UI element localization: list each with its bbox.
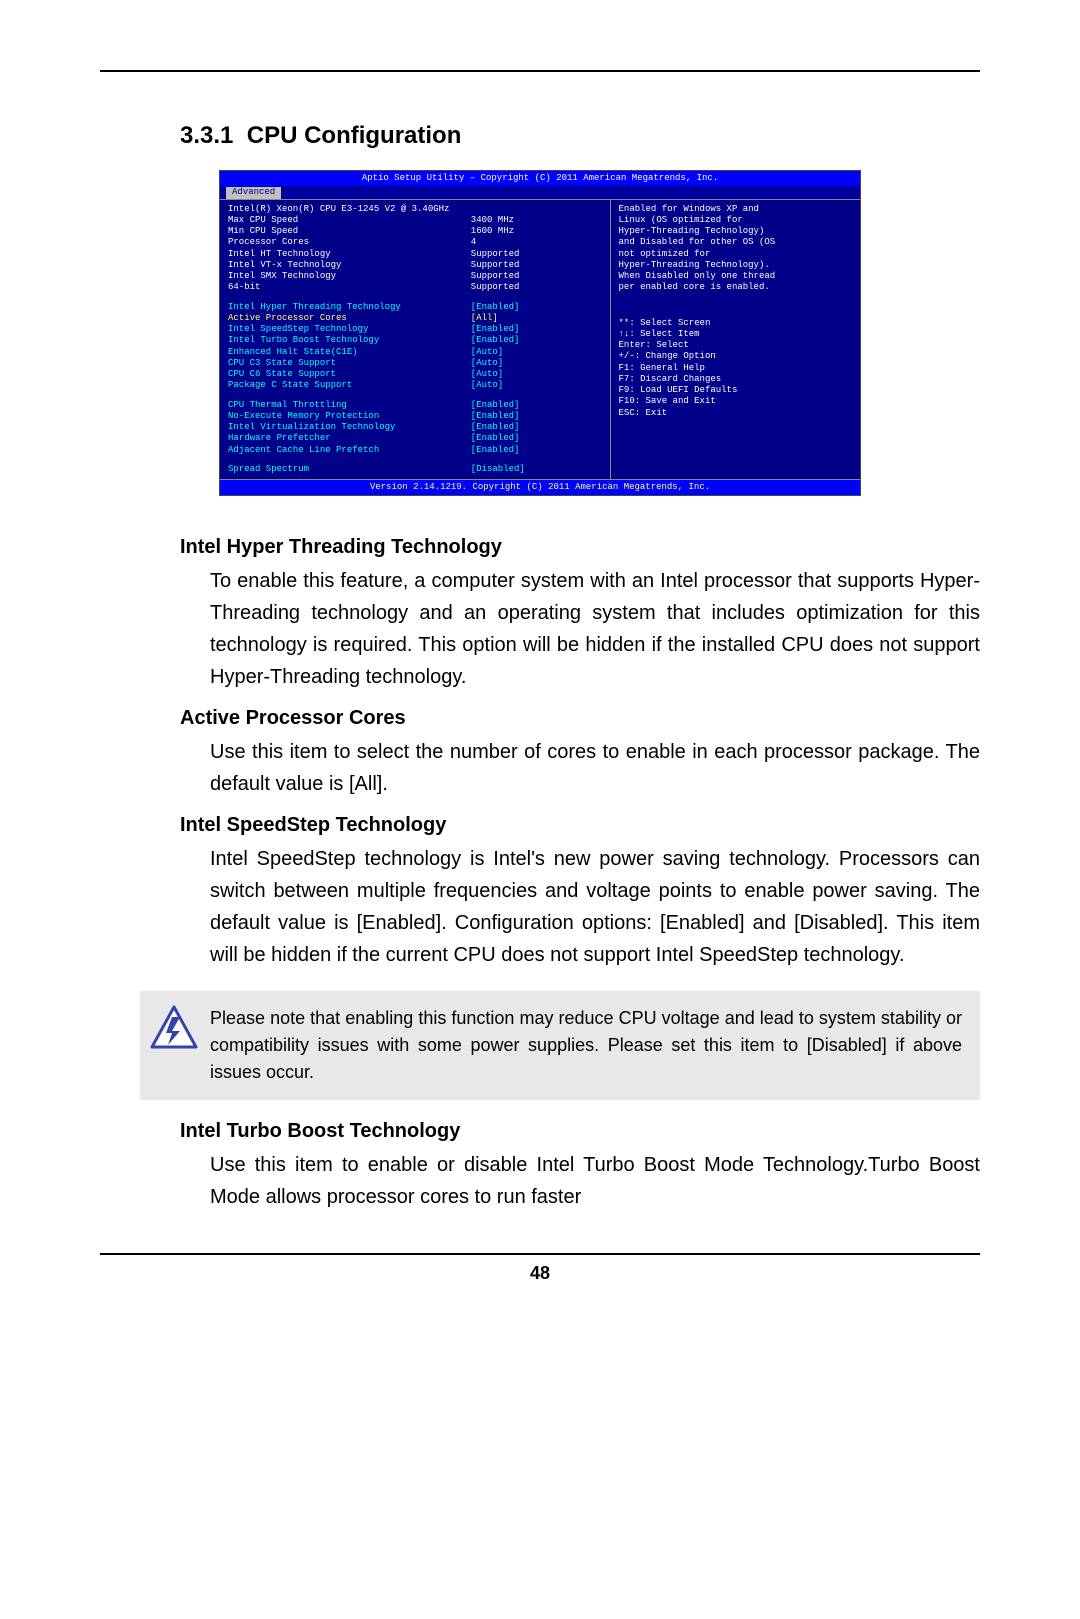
bios-info-value: Supported xyxy=(471,282,602,293)
item-title-turbo: Intel Turbo Boost Technology xyxy=(180,1120,980,1143)
bios-option-label: Hardware Prefetcher xyxy=(228,433,471,444)
item-body-speedstep: Intel SpeedStep technology is Intel's ne… xyxy=(210,843,980,971)
bios-option-label: Intel Hyper Threading Technology xyxy=(228,302,471,313)
bios-option-label: Active Processor Cores xyxy=(228,313,471,324)
bios-help-line: Hyper-Threading Technology) xyxy=(619,226,852,237)
bios-nav-line: Enter: Select xyxy=(619,340,852,351)
bios-option-label: Adjacent Cache Line Prefetch xyxy=(228,445,471,456)
bios-left-pane: Intel(R) Xeon(R) CPU E3-1245 V2 @ 3.40GH… xyxy=(220,200,611,480)
item-title-hyper: Intel Hyper Threading Technology xyxy=(180,536,980,559)
item-body-turbo: Use this item to enable or disable Intel… xyxy=(210,1149,980,1213)
bios-option-value: [Enabled] xyxy=(471,422,602,433)
bios-option-label: Enhanced Halt State(C1E) xyxy=(228,347,471,358)
bios-option-label: Spread Spectrum xyxy=(228,464,471,475)
bios-tab-row: Advanced xyxy=(220,186,860,198)
bios-option-value: [Enabled] xyxy=(471,302,602,313)
bios-info-label: Max CPU Speed xyxy=(228,215,471,226)
bios-title-bar: Aptio Setup Utility – Copyright (C) 2011… xyxy=(220,171,860,186)
bios-right-pane: Enabled for Windows XP and Linux (OS opt… xyxy=(611,200,860,480)
page-number: 48 xyxy=(100,1263,980,1284)
bios-screenshot: Aptio Setup Utility – Copyright (C) 2011… xyxy=(219,170,861,496)
item-title-cores: Active Processor Cores xyxy=(180,707,980,730)
section-heading: 3.3.1 CPU Configuration xyxy=(180,122,980,150)
bios-option-label: Intel Virtualization Technology xyxy=(228,422,471,433)
bios-option-value: [Enabled] xyxy=(471,324,602,335)
bios-info-label: Intel HT Technology xyxy=(228,249,471,260)
bios-footer: Version 2.14.1219. Copyright (C) 2011 Am… xyxy=(220,480,860,495)
bios-option-label: Intel Turbo Boost Technology xyxy=(228,335,471,346)
top-rule xyxy=(100,70,980,72)
note-box: Please note that enabling this function … xyxy=(140,991,980,1100)
bios-option-value: [Auto] xyxy=(471,358,602,369)
bios-option-value: [Auto] xyxy=(471,369,602,380)
bios-info-label: Processor Cores xyxy=(228,237,471,248)
bios-info-value: 3400 MHz xyxy=(471,215,602,226)
bios-option-value: [Disabled] xyxy=(471,464,602,475)
bios-option-value: [Enabled] xyxy=(471,445,602,456)
bios-nav-line: +/-: Change Option xyxy=(619,351,852,362)
section-number: 3.3.1 xyxy=(180,122,233,149)
bios-help-line: not optimized for xyxy=(619,249,852,260)
item-title-speedstep: Intel SpeedStep Technology xyxy=(180,814,980,837)
bios-option-value: [Enabled] xyxy=(471,335,602,346)
bottom-rule xyxy=(100,1253,980,1255)
bios-option-label: Intel SpeedStep Technology xyxy=(228,324,471,335)
bios-option-label: CPU C3 State Support xyxy=(228,358,471,369)
bios-help-line: Enabled for Windows XP and xyxy=(619,204,852,215)
bios-option-value: [All] xyxy=(471,313,602,324)
item-body-cores: Use this item to select the number of co… xyxy=(210,736,980,800)
bios-info-value: Supported xyxy=(471,271,602,282)
bios-nav-line: F1: General Help xyxy=(619,363,852,374)
bios-info-value: 4 xyxy=(471,237,602,248)
bios-help-line: per enabled core is enabled. xyxy=(619,282,852,293)
bios-help-line: Linux (OS optimized for xyxy=(619,215,852,226)
bios-option-value: [Enabled] xyxy=(471,411,602,422)
warning-icon xyxy=(150,1005,198,1058)
bios-tab-advanced: Advanced xyxy=(226,187,281,198)
note-text: Please note that enabling this function … xyxy=(210,1005,962,1086)
bios-info-value: Supported xyxy=(471,249,602,260)
bios-option-value: [Auto] xyxy=(471,380,602,391)
bios-info-label: Intel(R) Xeon(R) CPU E3-1245 V2 @ 3.40GH… xyxy=(228,204,471,215)
bios-nav-line: F9: Load UEFI Defaults xyxy=(619,385,852,396)
item-body-hyper: To enable this feature, a computer syste… xyxy=(210,565,980,693)
bios-nav-line: ESC: Exit xyxy=(619,408,852,419)
bios-option-label: No-Execute Memory Protection xyxy=(228,411,471,422)
bios-option-value: [Enabled] xyxy=(471,400,602,411)
bios-help-line: When Disabled only one thread xyxy=(619,271,852,282)
bios-info-value: Supported xyxy=(471,260,602,271)
bios-option-value: [Enabled] xyxy=(471,433,602,444)
bios-info-value xyxy=(471,204,602,215)
bios-info-label: 64-bit xyxy=(228,282,471,293)
section-title: CPU Configuration xyxy=(247,122,462,149)
bios-nav-line: F7: Discard Changes xyxy=(619,374,852,385)
bios-info-label: Intel VT-x Technology xyxy=(228,260,471,271)
bios-help-line: and Disabled for other OS (OS xyxy=(619,237,852,248)
bios-info-label: Min CPU Speed xyxy=(228,226,471,237)
bios-nav-line: F10: Save and Exit xyxy=(619,396,852,407)
bios-nav-line: **: Select Screen xyxy=(619,318,852,329)
bios-info-value: 1600 MHz xyxy=(471,226,602,237)
bios-option-label: CPU C6 State Support xyxy=(228,369,471,380)
bios-nav-line: ↑↓: Select Item xyxy=(619,329,852,340)
bios-info-label: Intel SMX Technology xyxy=(228,271,471,282)
bios-option-value: [Auto] xyxy=(471,347,602,358)
bios-option-label: CPU Thermal Throttling xyxy=(228,400,471,411)
bios-help-line: Hyper-Threading Technology). xyxy=(619,260,852,271)
bios-option-label: Package C State Support xyxy=(228,380,471,391)
